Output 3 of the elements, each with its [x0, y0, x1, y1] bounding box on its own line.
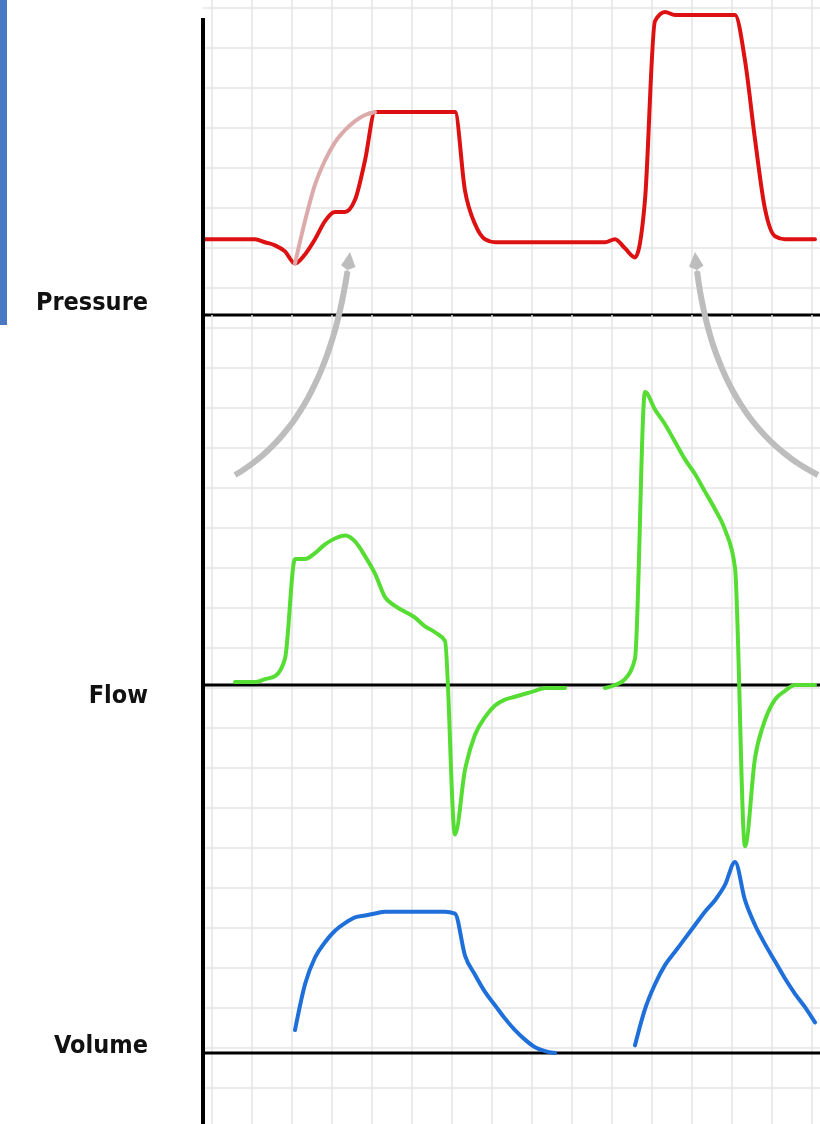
y-axis-title: Volume — [54, 1030, 148, 1059]
y-axis-title: Pressure — [36, 287, 148, 316]
y-axis-title: Flow — [88, 680, 148, 709]
